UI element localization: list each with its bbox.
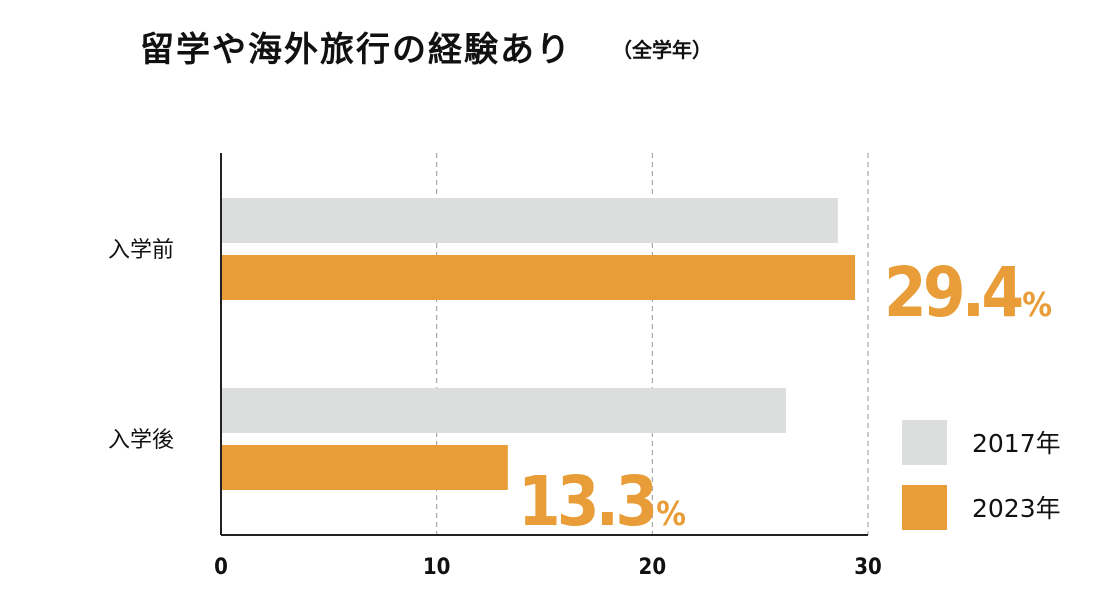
data-label-value: 29.4 (884, 254, 1024, 333)
data-label-unit: % (656, 494, 686, 533)
x-tick-label: 0 (214, 555, 228, 580)
x-tick-label: 30 (854, 555, 882, 580)
bar-series2 (222, 445, 508, 490)
data-label: 13.3% (518, 463, 686, 542)
data-label: 29.4% (884, 254, 1052, 333)
data-label-unit: % (1022, 285, 1052, 324)
data-label-value: 13.3 (518, 463, 658, 542)
legend-swatch (902, 420, 947, 465)
category-label: 入学後 (108, 428, 174, 453)
bar-series2 (222, 255, 856, 300)
x-tick-label: 10 (423, 555, 451, 580)
bar-series1 (222, 198, 838, 243)
legend-swatch (902, 485, 947, 530)
chart-subtitle: （全学年） (612, 38, 712, 62)
chart-title: 留学や海外旅行の経験あり (140, 30, 572, 70)
legend-label: 2017年 (972, 429, 1061, 458)
legend-label: 2023年 (972, 494, 1061, 523)
bar-series1 (222, 388, 787, 433)
category-label: 入学前 (108, 238, 174, 263)
x-tick-label: 20 (639, 555, 667, 580)
